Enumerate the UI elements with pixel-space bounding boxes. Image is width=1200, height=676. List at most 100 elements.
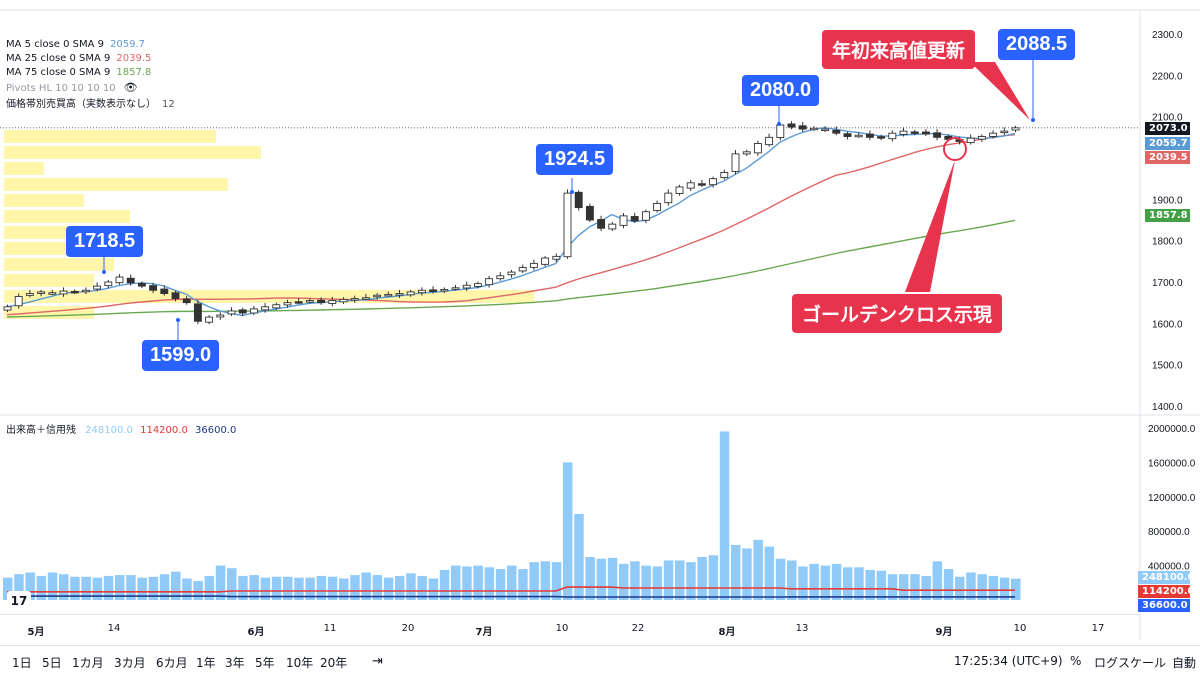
timeframe-3m[interactable]: 3カ月 (114, 656, 146, 670)
volume-bar (428, 578, 439, 600)
pivots-legend[interactable]: Pivots HL 10 10 10 10 👁 (6, 81, 138, 96)
volume-bar (675, 560, 685, 600)
candle-body (787, 123, 796, 128)
volume-bar (316, 575, 327, 600)
volume-bar (787, 560, 797, 600)
volume-tag: 36600.0 (1138, 599, 1190, 612)
volume-profile-bar (4, 258, 114, 271)
volume-profile-legend-value: 12 (162, 99, 175, 110)
volume-bar (775, 558, 786, 600)
candle-body (753, 143, 762, 154)
time-axis-label: 8月 (718, 627, 736, 638)
candle-body (48, 292, 57, 295)
ma5-legend[interactable]: MA 5 close 0 SMA 9 2059.7 (6, 38, 145, 52)
candle-body (126, 277, 135, 284)
candle-body (877, 136, 886, 139)
time-axis-label: 10 (1013, 623, 1027, 634)
goto-date-icon[interactable]: ⇥ (372, 654, 383, 669)
candle-body (104, 281, 113, 287)
candle-body (93, 285, 102, 290)
volume-bar (462, 566, 472, 600)
volume-bar (271, 576, 282, 600)
volume-bar (204, 575, 215, 600)
candle-body (776, 124, 785, 138)
candle-body (619, 215, 628, 226)
candle-body (821, 128, 830, 132)
candle-body (585, 205, 594, 221)
tradingview-logo[interactable]: 17 (7, 591, 31, 611)
time-axis-label: 11 (323, 623, 337, 634)
volume-bar (59, 574, 69, 600)
candle-body (597, 219, 606, 229)
volume-bar (910, 574, 920, 600)
candle-body (966, 137, 975, 144)
price-tick-label: 2300.0 (1152, 30, 1183, 41)
ma75-legend[interactable]: MA 75 close 0 SMA 9 1857.8 (6, 66, 151, 80)
candle-body (160, 288, 169, 295)
volume-bar (809, 563, 819, 600)
candle-body (742, 151, 751, 155)
ma5-legend-value: 2059.7 (110, 39, 146, 50)
volume-bar (843, 567, 853, 600)
candle-body (608, 223, 617, 230)
volume-bar (831, 563, 842, 600)
candle-body (249, 308, 258, 314)
volume-tick-label: 1600000.0 (1148, 458, 1196, 469)
callout-dot (1031, 118, 1035, 122)
timeframe-10y[interactable]: 10年 (286, 656, 314, 670)
volume-bar (148, 576, 159, 600)
candle-body (317, 299, 326, 304)
timeframe-1m[interactable]: 1カ月 (72, 656, 104, 670)
volume-bar (215, 565, 226, 600)
volume-bar (283, 576, 293, 600)
candle-body (182, 298, 191, 304)
volume-bar (417, 575, 427, 600)
volume-bar (686, 562, 696, 600)
timeframe-6m[interactable]: 6カ月 (156, 656, 188, 670)
timeframe-3y[interactable]: 3年 (225, 656, 245, 670)
volume-bar (697, 557, 707, 600)
timeframe-1y[interactable]: 1年 (196, 656, 216, 670)
volume-bar (921, 575, 931, 600)
clock[interactable]: 17:25:34 (UTC+9) (954, 654, 1063, 668)
timeframe-20y[interactable]: 20年 (320, 656, 348, 670)
volume-bar (764, 546, 775, 600)
percent-toggle[interactable]: % (1070, 654, 1082, 668)
ytd-arrow (970, 62, 1030, 120)
ma75-line (6, 219, 1016, 318)
volume-bar (126, 575, 136, 600)
volume-bar (159, 574, 170, 600)
candle-body (709, 178, 718, 186)
volume-bar (899, 574, 909, 600)
candle-body (563, 192, 572, 258)
time-axis[interactable]: 5月 14 6月 11 20 7月 10 22 8月 13 9月 10 17 (0, 614, 1140, 641)
candle-body (1000, 130, 1009, 134)
volume-bar (574, 514, 584, 600)
price-tick-label: 1400.0 (1152, 402, 1183, 413)
candle-body (451, 287, 460, 290)
candle-body (675, 186, 684, 194)
timeframe-5d[interactable]: 5日 (42, 656, 62, 670)
eye-hidden-icon[interactable]: 👁 (123, 81, 138, 94)
ma25-legend[interactable]: MA 25 close 0 SMA 9 2039.5 (6, 52, 151, 66)
log-scale-toggle[interactable]: ログスケール (1094, 656, 1167, 670)
volume-profile-legend[interactable]: 価格帯別売買高（実数表示なし） 12 (6, 98, 175, 112)
timeframe-5y[interactable]: 5年 (255, 656, 275, 670)
candle-body (115, 276, 124, 284)
volume-bar (238, 575, 248, 600)
time-axis-label: 14 (107, 623, 121, 634)
timeframe-1d[interactable]: 1日 (12, 656, 32, 670)
callout-high-1718: 1718.5 (66, 226, 144, 257)
time-axis-label: 13 (795, 623, 809, 634)
volume-tick-label: 2000000.0 (1148, 424, 1196, 435)
volume-bar (820, 565, 831, 600)
candle-body (70, 290, 79, 294)
callout-high-2080: 2080.0 (742, 75, 820, 106)
candle-body (328, 300, 337, 304)
volume-bar (227, 568, 237, 600)
margin-sell-legend-value: 36600.0 (195, 425, 237, 436)
volume-legend[interactable]: 出来高＋信用残 248100.0 114200.0 36600.0 (6, 421, 236, 436)
volume-profile-legend-label: 価格帯別売買高（実数表示なし） (6, 99, 156, 110)
auto-scale-toggle[interactable]: 自動 (1172, 656, 1197, 670)
